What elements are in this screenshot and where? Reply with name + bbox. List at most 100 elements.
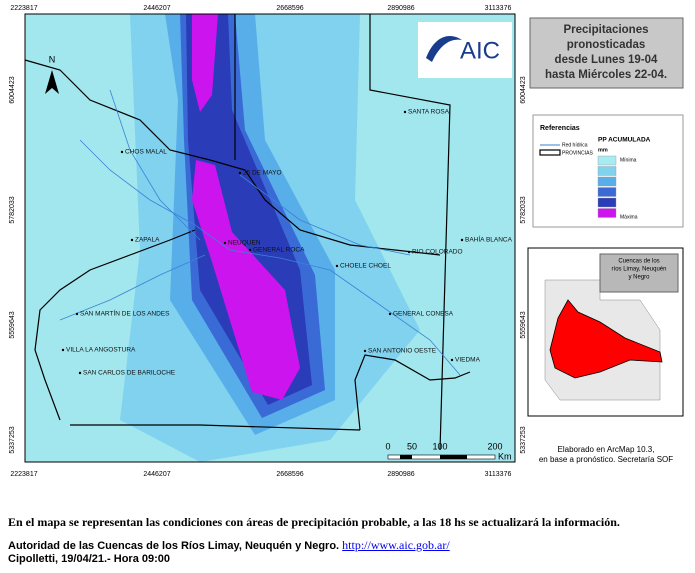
x-coord-label: 2890986: [387, 5, 414, 12]
legend-swatch: [597, 187, 617, 197]
y-coord-label: 5559643: [9, 311, 16, 338]
inset-label-box: [599, 253, 679, 293]
legend-label: PP ACUMULADA: [598, 137, 651, 144]
credit-line: Elaborado en ArcMap 10.3,: [558, 445, 655, 454]
river: [79, 139, 461, 376]
place-dot: [363, 349, 367, 353]
logo-text: AIC: [460, 37, 500, 64]
place-label: ZAPALA: [135, 237, 160, 244]
border: [24, 59, 441, 256]
title-line: Precipitaciones: [563, 24, 648, 36]
legend-label: Máxima: [620, 214, 638, 220]
coast: [354, 354, 471, 431]
map-figure: N AIC 2223817 2223817 2446207 2446207 266859…: [9, 5, 684, 478]
y-coord-label: 5559643: [520, 311, 527, 338]
place-dot: [450, 358, 454, 362]
place-dot: [248, 248, 252, 252]
y-coord-label: 6004423: [520, 76, 527, 103]
y-coord-label: 5782033: [520, 196, 527, 223]
river: [59, 254, 206, 321]
map-frame: [24, 13, 516, 463]
legend-swatch: [597, 208, 617, 218]
place-label: BAHÍA BLANCA: [465, 235, 513, 244]
river: [239, 174, 411, 256]
scale-label: 100: [432, 441, 447, 451]
legend-swatch: [597, 155, 617, 166]
scale-bar: [440, 455, 467, 459]
x-coord-label: 2446207: [143, 471, 170, 478]
place-label: VILLA LA ANGOSTURA: [66, 347, 136, 354]
place-dot: [130, 238, 134, 242]
scale-label: 0: [385, 441, 390, 451]
x-coord-label: 2668596: [276, 471, 303, 478]
x-coord-label: 2223817: [10, 5, 37, 12]
inset-basin: [549, 299, 663, 379]
credit-line: en base a pronóstico. Secretaría SOF: [539, 455, 673, 464]
y-coord-label: 5337253: [9, 426, 16, 453]
x-coord-label: 2223817: [10, 471, 37, 478]
place-label: CHOELE CHOEL: [340, 263, 391, 270]
legend-label: PROVINCIAS: [562, 150, 594, 156]
place-dot: [223, 241, 227, 245]
legend-heading: Referencias: [540, 125, 580, 132]
inset-label: y Negro: [628, 275, 650, 281]
footer-date: Cipolletti, 19/04/21.- Hora 09:00: [8, 553, 171, 565]
border: [369, 14, 451, 451]
footer-link[interactable]: http://www.aic.gob.ar/: [342, 538, 450, 552]
y-coord-label: 5337253: [520, 426, 527, 453]
legend-label: Red hídrica: [562, 142, 588, 148]
border: [70, 424, 361, 431]
place-label: RIO COLORADO: [412, 249, 463, 256]
place-dot: [460, 238, 464, 242]
logo-mark: [426, 35, 462, 62]
place-label: SANTA ROSA: [408, 109, 450, 116]
legend-swatch: [597, 166, 617, 176]
legend-province: [539, 149, 561, 156]
precip-max: [192, 14, 218, 112]
title-box: [529, 17, 684, 89]
province-borders: [24, 14, 471, 451]
place-label: CHOS MALAL: [125, 149, 167, 156]
legend-swatch: [597, 197, 617, 208]
place-label: NEUQUEN: [228, 240, 261, 247]
place-label: GENERAL CONESA: [393, 311, 454, 318]
place-label: SAN MARTÍN DE LOS ANDES: [80, 309, 170, 318]
x-coord-label: 2446207: [143, 5, 170, 12]
title-line: desde Lunes 19-04: [555, 54, 659, 66]
rivers: [59, 89, 461, 376]
scale-label: 200: [487, 441, 502, 451]
x-coord-label: 2890986: [387, 471, 414, 478]
place-dot: [335, 264, 339, 268]
place-dot: [388, 312, 392, 316]
north-arrow: N: [45, 54, 59, 94]
place-label: SAN ANTONIO OESTE: [368, 348, 437, 355]
legend-swatch: [597, 176, 617, 187]
scale-label: 50: [407, 441, 417, 451]
arrow: [45, 70, 59, 94]
x-coord-label: 3113376: [485, 5, 512, 12]
x-coord-label: 3113376: [485, 471, 512, 478]
precip-max: [192, 160, 300, 400]
title-line: pronosticadas: [567, 39, 646, 51]
scale-bar: [400, 455, 412, 459]
place-label: SAN CARLOS DE BARILOCHE: [83, 370, 176, 377]
y-coord-label: 6004423: [9, 76, 16, 103]
place-label: GENERAL ROCA: [253, 247, 305, 254]
border: [34, 229, 196, 421]
place-label: VIEDMA: [455, 357, 481, 364]
footer-authority: Autoridad de las Cuencas de los Ríos Lim…: [8, 538, 450, 553]
inset-label: ríos Limay, Neuquén: [612, 267, 667, 273]
y-coord-label: 5782033: [9, 196, 16, 223]
place-dot: [78, 371, 82, 375]
authority: Autoridad de las Cuencas de los Ríos Lim…: [8, 540, 340, 552]
place-dot: [407, 250, 411, 254]
place-dot: [238, 171, 242, 175]
x-coord-label: 2668596: [276, 5, 303, 12]
legend-label: mm: [598, 147, 608, 153]
place-dot: [75, 312, 79, 316]
footer-note: En el mapa se representan las condicione…: [8, 515, 620, 529]
river: [109, 89, 201, 241]
legend-label: Mínima: [620, 157, 637, 163]
title-line: hasta Miércoles 22-04.: [545, 69, 667, 81]
